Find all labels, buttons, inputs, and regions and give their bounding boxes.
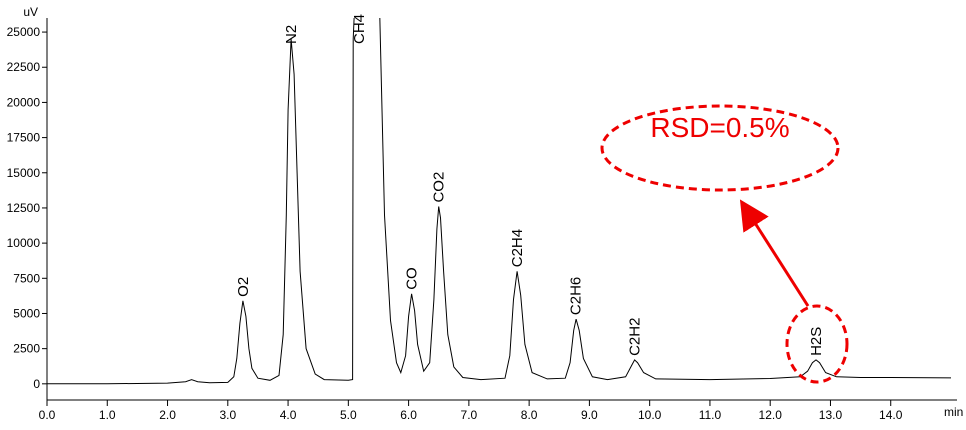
arrow xyxy=(739,199,810,307)
peak-label: C2H4 xyxy=(509,229,526,267)
peak-label: O2 xyxy=(235,277,252,297)
x-tick-label: 11.0 xyxy=(699,408,722,422)
y-tick-label: 10000 xyxy=(7,236,41,250)
x-tick-label: 9.0 xyxy=(581,408,598,422)
y-tick-label: 22500 xyxy=(7,60,41,74)
x-tick-label: 5.0 xyxy=(340,408,357,422)
x-tick-label: 6.0 xyxy=(400,408,417,422)
x-tick-label: 2.0 xyxy=(159,408,176,422)
x-tick-label: 14.0 xyxy=(879,408,903,422)
y-tick-label: 0 xyxy=(33,377,40,391)
peak-label: CO xyxy=(404,267,421,290)
y-tick-label: 15000 xyxy=(7,166,41,180)
y-tick-label: 25000 xyxy=(7,25,41,39)
y-tick-label: 7500 xyxy=(13,271,40,285)
y-tick-label: 5000 xyxy=(13,306,40,320)
peak-label: CH4 xyxy=(351,14,368,44)
x-tick-label: 0.0 xyxy=(39,408,56,422)
x-tick-label: 4.0 xyxy=(280,408,297,422)
y-tick-label: 2500 xyxy=(13,342,40,356)
peak-label: H2S xyxy=(808,327,825,356)
x-tick-label: 1.0 xyxy=(99,408,116,422)
y-axis-label: uV xyxy=(23,5,38,19)
x-axis-label: min xyxy=(944,405,963,419)
rsd-ellipse xyxy=(600,104,840,192)
peak-label: N2 xyxy=(283,25,300,44)
peak-label: CO2 xyxy=(431,172,448,203)
x-tick-label: 3.0 xyxy=(219,408,236,422)
x-tick-label: 12.0 xyxy=(759,408,783,422)
x-tick-label: 8.0 xyxy=(521,408,538,422)
x-tick-label: 13.0 xyxy=(819,408,843,422)
peak-label: C2H6 xyxy=(568,277,585,315)
y-tick-label: 12500 xyxy=(7,201,41,215)
x-tick-label: 10.0 xyxy=(638,408,662,422)
rsd-annotation: RSD=0.5% xyxy=(650,112,789,143)
y-tick-label: 17500 xyxy=(7,131,41,145)
x-tick-label: 7.0 xyxy=(461,408,478,422)
trace xyxy=(47,18,952,385)
peak-label: C2H2 xyxy=(627,318,644,356)
h2s-ellipse xyxy=(785,304,849,384)
y-tick-label: 20000 xyxy=(7,95,41,109)
